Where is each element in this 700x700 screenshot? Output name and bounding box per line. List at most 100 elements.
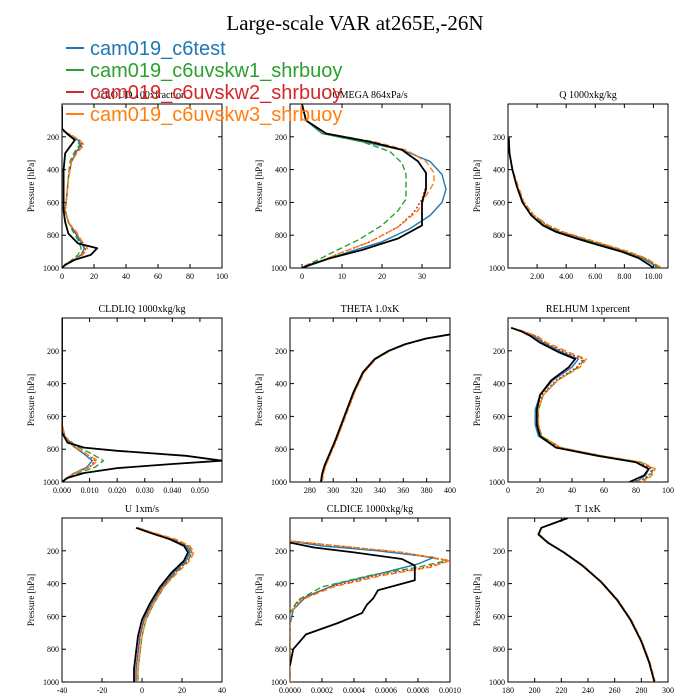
series-line <box>321 333 450 482</box>
panel-title: T 1xK <box>575 504 601 515</box>
x-tick-label: 0.000 <box>53 486 71 495</box>
x-tick-label: 260 <box>609 686 621 695</box>
y-axis-label: Pressure [hPa] <box>254 574 264 626</box>
figure-title: Large-scale VAR at265E,-26N <box>226 11 483 35</box>
y-tick-label: 400 <box>275 166 287 175</box>
series-line <box>62 105 87 268</box>
panel-frame <box>507 517 669 683</box>
y-tick-label: 200 <box>493 347 505 356</box>
y-tick-label: 1000 <box>489 264 505 273</box>
y-tick-label: 400 <box>493 580 505 589</box>
y-axis-label: Pressure [hPa] <box>472 160 482 212</box>
y-tick-label: 800 <box>493 231 505 240</box>
series-line <box>511 327 656 482</box>
y-axis-label: Pressure [hPa] <box>26 574 36 626</box>
series-group <box>133 526 195 682</box>
series-line <box>137 527 195 682</box>
x-tick-label: 0.0010 <box>439 686 461 695</box>
series-line <box>321 333 450 482</box>
y-tick-label: 600 <box>47 612 59 621</box>
x-tick-label: 8.00 <box>617 272 631 281</box>
y-tick-label: 1000 <box>43 678 59 687</box>
y-tick-label: 200 <box>275 547 287 556</box>
series-group <box>508 136 663 268</box>
series-group <box>290 540 450 682</box>
series-line <box>62 105 99 268</box>
x-tick-label: 0 <box>506 486 510 495</box>
y-tick-label: 200 <box>275 133 287 142</box>
series-line <box>301 104 407 268</box>
x-tick-label: 400 <box>444 486 456 495</box>
y-tick-label: 400 <box>47 580 59 589</box>
y-tick-label: 600 <box>275 612 287 621</box>
x-tick-label: 20 <box>178 686 186 695</box>
x-tick-label: 60 <box>600 486 608 495</box>
x-tick-label: 380 <box>421 486 433 495</box>
x-tick-label: 0 <box>300 272 304 281</box>
x-tick-label: -40 <box>57 686 68 695</box>
legend-label: cam019_c6uvskw3_shrbuoy <box>90 104 342 126</box>
y-tick-label: 1000 <box>43 264 59 273</box>
y-tick-label: 400 <box>275 580 287 589</box>
y-tick-label: 400 <box>493 166 505 175</box>
series-line <box>511 327 653 482</box>
x-tick-label: -20 <box>97 686 108 695</box>
series-line <box>62 318 99 482</box>
series-line <box>62 105 89 268</box>
series-line <box>133 526 189 682</box>
series-line <box>135 527 193 682</box>
y-axis-label: Pressure [hPa] <box>254 374 264 426</box>
series-line <box>62 318 96 482</box>
series-line <box>290 540 450 682</box>
y-tick-label: 1000 <box>271 678 287 687</box>
series-line <box>301 104 447 268</box>
panel-frame <box>289 517 451 683</box>
legend-label: cam019_c6uvskw2_shrbuoy <box>90 82 342 104</box>
x-tick-label: 2.00 <box>530 272 544 281</box>
y-tick-label: 800 <box>275 645 287 654</box>
x-tick-label: 0.010 <box>81 486 99 495</box>
y-axis-label: Pressure [hPa] <box>254 160 264 212</box>
x-tick-label: 280 <box>635 686 647 695</box>
series-line <box>511 327 655 482</box>
legend-label: cam019_c6test <box>90 38 226 60</box>
y-tick-label: 400 <box>275 380 287 389</box>
x-tick-label: 20 <box>90 272 98 281</box>
panel-7: CLDICE 1000xkg/kg Pressure [hPa] 200 400 600… <box>254 504 461 695</box>
panel-frame <box>289 103 451 269</box>
series-line <box>510 326 650 482</box>
y-tick-label: 200 <box>275 347 287 356</box>
y-tick-label: 600 <box>47 198 59 207</box>
x-tick-label: 0 <box>60 272 64 281</box>
x-tick-label: 0 <box>140 686 144 695</box>
x-tick-label: 320 <box>351 486 363 495</box>
panel-title: CLOUD 100xfraction <box>98 90 186 101</box>
y-tick-label: 800 <box>275 231 287 240</box>
y-tick-label: 200 <box>493 547 505 556</box>
series-line <box>538 518 656 682</box>
panel-frame <box>507 103 669 269</box>
panel-frame <box>289 317 451 483</box>
x-tick-label: 300 <box>662 686 674 695</box>
x-tick-label: 0.040 <box>163 486 181 495</box>
series-line <box>290 540 450 682</box>
y-tick-label: 200 <box>47 547 59 556</box>
x-tick-label: 0.020 <box>108 486 126 495</box>
series-line <box>538 518 656 682</box>
panel-title: Q 1000xkg/kg <box>559 90 617 101</box>
x-tick-label: 280 <box>304 486 316 495</box>
y-tick-label: 1000 <box>271 478 287 487</box>
y-tick-label: 800 <box>493 645 505 654</box>
y-tick-label: 1000 <box>43 478 59 487</box>
series-line <box>508 136 663 268</box>
series-group <box>537 518 656 682</box>
series-line <box>538 518 656 682</box>
x-tick-label: 360 <box>397 486 409 495</box>
x-tick-label: 240 <box>582 686 594 695</box>
series-line <box>290 541 416 666</box>
panel-title: RELHUM 1xpercent <box>546 304 630 315</box>
